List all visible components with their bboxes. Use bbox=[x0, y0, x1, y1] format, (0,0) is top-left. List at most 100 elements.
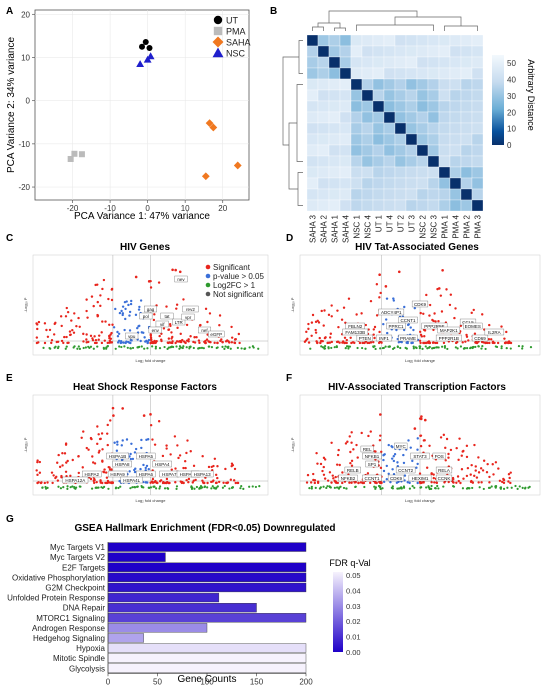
volcano-point bbox=[128, 310, 132, 314]
volcano-point bbox=[452, 481, 455, 484]
volcano-xlabel: Log₂ fold change bbox=[135, 358, 166, 363]
volcano-gene-label: HSPA14 bbox=[180, 472, 197, 477]
volcano-point bbox=[187, 340, 190, 343]
volcano-xlabel: Log₂ fold change bbox=[405, 358, 436, 363]
heatmap-cell bbox=[427, 133, 440, 146]
volcano-point bbox=[213, 457, 217, 460]
volcano-point bbox=[503, 341, 507, 345]
heatmap-cell bbox=[394, 155, 407, 168]
volcano-point bbox=[449, 448, 453, 452]
heatmap-colorbar-tick: 20 bbox=[507, 108, 516, 117]
volcano-point bbox=[447, 480, 450, 484]
volcano-point bbox=[373, 336, 376, 340]
volcano-point bbox=[330, 315, 333, 318]
volcano-point bbox=[521, 347, 524, 350]
volcano-point bbox=[63, 452, 67, 455]
volcano-point bbox=[224, 345, 227, 348]
heatmap-cell bbox=[449, 188, 462, 201]
volcano-point bbox=[52, 333, 56, 336]
volcano-point bbox=[206, 481, 209, 485]
volcano-point bbox=[96, 300, 99, 304]
volcano-point bbox=[325, 486, 328, 490]
volcano-point bbox=[69, 486, 72, 489]
volcano-point bbox=[375, 283, 379, 286]
heatmap-cell bbox=[317, 122, 330, 135]
volcano-point bbox=[488, 341, 491, 345]
heatmap-cell bbox=[328, 45, 341, 58]
heatmap-cell bbox=[317, 78, 330, 91]
volcano-point bbox=[138, 305, 141, 309]
volcano-point bbox=[357, 481, 360, 485]
volcano-point bbox=[345, 487, 348, 490]
pca-xtick-label: -10 bbox=[104, 204, 116, 213]
volcano-point bbox=[460, 454, 463, 457]
volcano-point bbox=[91, 455, 94, 458]
volcano-point bbox=[73, 486, 76, 489]
heatmap-cell bbox=[383, 45, 396, 58]
volcano-point bbox=[105, 476, 109, 479]
heatmap-cell bbox=[339, 177, 352, 190]
gsea-title: GSEA Hallmark Enrichment (FDR<0.05) Down… bbox=[74, 523, 335, 534]
volcano-point bbox=[199, 323, 202, 327]
volcano-point bbox=[482, 487, 485, 491]
volcano-point bbox=[115, 449, 119, 452]
volcano-gene-label-box bbox=[378, 308, 405, 316]
volcano-point bbox=[106, 344, 110, 348]
volcano-point bbox=[236, 346, 239, 349]
pca-xtick-label: 20 bbox=[218, 204, 227, 213]
heatmap-cell bbox=[350, 67, 363, 80]
volcano-point bbox=[366, 341, 369, 345]
volcano-point bbox=[378, 439, 382, 442]
heatmap-cell bbox=[394, 34, 407, 47]
heatmap-cell bbox=[438, 166, 451, 179]
heatmap-cell bbox=[361, 89, 374, 102]
volcano-point bbox=[528, 485, 531, 488]
volcano-gene-label-box bbox=[435, 466, 453, 474]
volcano-point bbox=[208, 312, 212, 315]
volcano-point bbox=[406, 481, 409, 484]
volcano-point bbox=[452, 478, 455, 481]
volcano-point bbox=[307, 341, 311, 344]
volcano-point bbox=[391, 485, 394, 488]
heatmap-cell bbox=[394, 177, 407, 190]
heatmap-cell bbox=[449, 144, 462, 157]
volcano-point bbox=[432, 341, 435, 344]
volcano-point bbox=[66, 310, 70, 314]
volcano-point bbox=[144, 340, 147, 343]
volcano-point bbox=[101, 287, 104, 291]
volcano-point bbox=[395, 328, 398, 332]
volcano-point bbox=[205, 338, 209, 341]
volcano-point bbox=[428, 303, 432, 307]
panel-letter-a: A bbox=[6, 6, 13, 17]
volcano-point bbox=[476, 341, 479, 345]
volcano-gene-label-box bbox=[155, 320, 169, 328]
volcano-point bbox=[378, 273, 381, 277]
volcano-point bbox=[422, 341, 425, 345]
volcano-point bbox=[459, 345, 463, 348]
heatmap-cell bbox=[350, 144, 363, 157]
volcano-point bbox=[202, 481, 206, 485]
volcano-point bbox=[64, 347, 67, 350]
heatmap-cell bbox=[361, 177, 374, 190]
volcano-point bbox=[200, 346, 204, 349]
volcano-point bbox=[199, 485, 203, 488]
volcano-point bbox=[92, 481, 96, 485]
volcano-point bbox=[192, 479, 195, 482]
heatmap-cell bbox=[372, 89, 385, 102]
heatmap-cell bbox=[405, 122, 418, 135]
heatmap-cell bbox=[328, 133, 341, 146]
volcano-gene-label-box bbox=[386, 322, 406, 330]
volcano-point bbox=[78, 347, 82, 350]
heatmap-cell bbox=[306, 177, 319, 190]
volcano-gene-label-box bbox=[139, 312, 153, 320]
volcano-point bbox=[494, 345, 497, 348]
volcano-point bbox=[486, 462, 489, 466]
heatmap-cell bbox=[438, 133, 451, 146]
volcano-point bbox=[497, 467, 500, 470]
heatmap-cell bbox=[350, 188, 363, 201]
volcano-title-c: HIV Genes bbox=[120, 242, 170, 253]
volcano-point bbox=[121, 439, 124, 442]
volcano-point bbox=[133, 470, 137, 474]
volcano-point bbox=[116, 443, 119, 446]
heatmap-cell bbox=[328, 56, 341, 69]
